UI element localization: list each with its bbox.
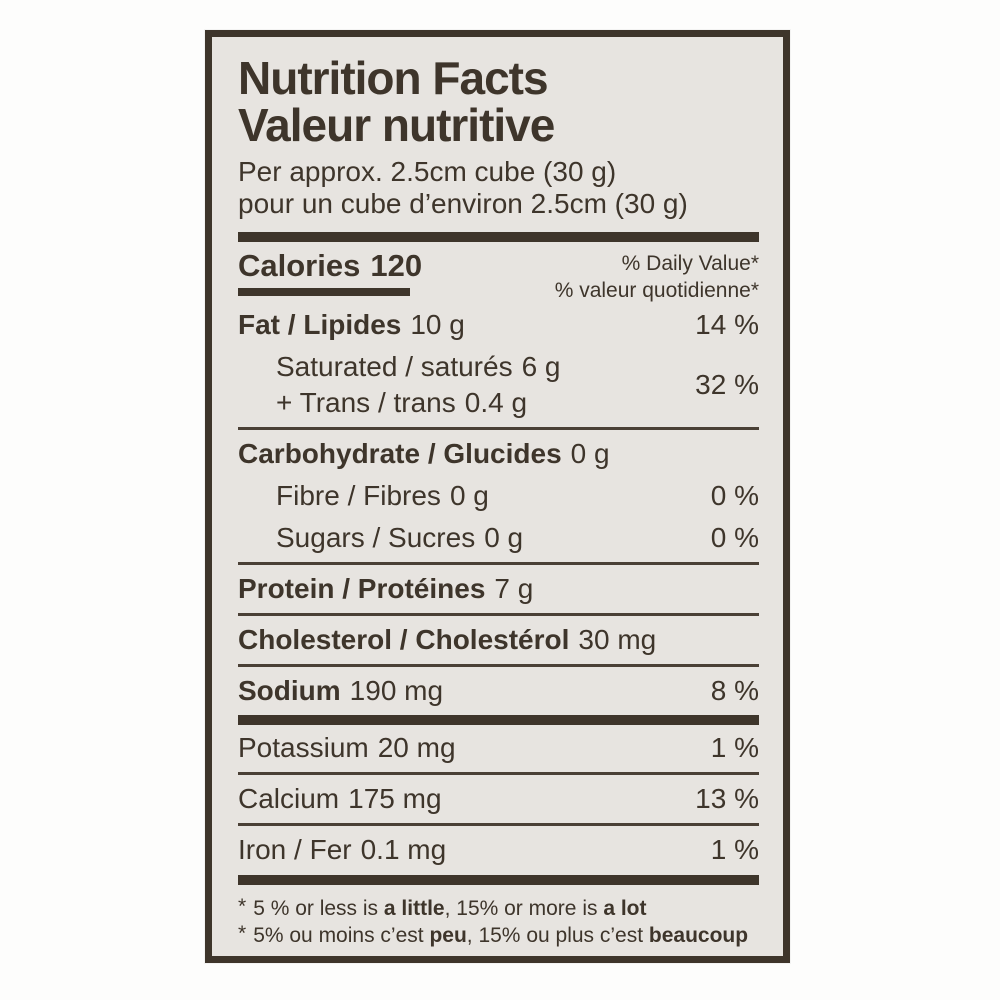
calories-underline [238, 288, 410, 296]
sodium-name: Sodium 190 mg [238, 674, 443, 708]
row-sugars: Sugars / Sucres 0 g 0 % [238, 517, 759, 559]
calories-section: Calories 120 % Daily Value* % valeur quot… [238, 248, 759, 304]
nutrition-facts-label: Nutrition Facts Valeur nutritive Per app… [205, 30, 790, 963]
potassium-label: Potassium [238, 732, 369, 763]
protein-amount: 7 g [494, 573, 534, 604]
cholesterol-name: Cholesterol / Cholestérol 30 mg [238, 623, 656, 657]
sugars-amount: 0 g [484, 522, 524, 553]
fibre-daily-value: 0 % [710, 480, 759, 511]
fibre-amount: 0 g [449, 480, 489, 511]
thin-separator [238, 772, 759, 775]
footnote-en-text-1: 5 % or less is [253, 897, 384, 920]
sugars-daily-value: 0 % [710, 522, 759, 553]
row-potassium: Potassium 20 mg 1 % [238, 727, 759, 769]
footnote-french: * 5% ou moins c’est peu, 15% ou plus c’es… [238, 922, 759, 949]
trans-line: + Trans / trans 0.4 g [238, 385, 561, 421]
thin-separator [238, 664, 759, 667]
row-calcium: Calcium 175 mg 13 % [238, 778, 759, 820]
fat-label: Fat / Lipides [238, 309, 402, 340]
sugars-name: Sugars / Sucres 0 g [238, 521, 523, 555]
protein-label: Protein / Protéines [238, 573, 486, 604]
row-protein: Protein / Protéines 7 g [238, 568, 759, 610]
calories-value: 120 [370, 248, 423, 283]
row-cholesterol: Cholesterol / Cholestérol 30 mg [238, 619, 759, 661]
sodium-daily-value: 8 % [710, 675, 759, 706]
daily-value-header-english: % Daily Value* [621, 252, 759, 275]
asterisk: * [238, 895, 247, 918]
potassium-name: Potassium 20 mg [238, 731, 456, 765]
sodium-amount: 190 mg [349, 675, 444, 706]
row-saturated-trans: Saturated / saturés 6 g + Trans / trans 0.… [238, 346, 759, 424]
saturated-trans-daily-value: 32 % [695, 369, 759, 400]
iron-label: Iron / Fer [238, 834, 352, 865]
fat-daily-value: 14 % [695, 309, 759, 340]
potassium-daily-value: 1 % [710, 732, 759, 763]
calcium-label: Calcium [238, 783, 340, 814]
carbohydrate-label: Carbohydrate / Glucides [238, 438, 562, 469]
footnote-fr-text-2: , 15% ou plus c’est [466, 924, 649, 947]
sugars-label: Sugars / Sucres [276, 522, 476, 553]
thick-separator-middle [238, 715, 759, 725]
footnote-en-bold-2: a lot [603, 897, 647, 920]
thick-separator-top [238, 232, 759, 242]
saturated-amount: 6 g [521, 351, 561, 382]
asterisk: * [238, 922, 247, 945]
iron-amount: 0.1 mg [360, 834, 447, 865]
thin-separator [238, 562, 759, 565]
saturated-line: Saturated / saturés 6 g [238, 349, 561, 385]
thick-separator-bottom [238, 875, 759, 885]
calcium-name: Calcium 175 mg [238, 782, 442, 816]
thin-separator [238, 427, 759, 430]
calories-label: Calories [238, 248, 361, 283]
thin-separator [238, 613, 759, 616]
thin-separator [238, 823, 759, 826]
saturated-trans-names: Saturated / saturés 6 g + Trans / trans 0.… [238, 349, 561, 421]
trans-amount: 0.4 g [464, 387, 528, 418]
protein-name: Protein / Protéines 7 g [238, 572, 533, 606]
footnote-fr-bold-1: peu [429, 924, 467, 947]
sodium-label: Sodium [238, 675, 341, 706]
row-sodium: Sodium 190 mg 8 % [238, 670, 759, 712]
trans-label: + Trans / trans [276, 387, 456, 418]
fibre-label: Fibre / Fibres [276, 480, 441, 511]
iron-name: Iron / Fer 0.1 mg [238, 833, 446, 867]
title-english: Nutrition Facts [238, 52, 549, 104]
calories-row: Calories 120 [238, 248, 422, 284]
potassium-amount: 20 mg [377, 732, 456, 763]
daily-value-header-french: % valeur quotidienne* [554, 279, 759, 302]
serving-size-english: Per approx. 2.5cm cube (30 g) [238, 156, 617, 187]
carbohydrate-name: Carbohydrate / Glucides 0 g [238, 437, 610, 471]
row-iron: Iron / Fer 0.1 mg 1 % [238, 829, 759, 871]
saturated-label: Saturated / saturés [276, 351, 513, 382]
footnote-en-bold-1: a little [383, 897, 445, 920]
fat-name: Fat / Lipides 10 g [238, 308, 465, 342]
cholesterol-label: Cholesterol / Cholestérol [238, 624, 570, 655]
calcium-daily-value: 13 % [695, 783, 759, 814]
calcium-amount: 175 mg [348, 783, 442, 814]
cholesterol-amount: 30 mg [578, 624, 657, 655]
serving-size-french: pour un cube d’environ 2.5cm (30 g) [238, 188, 688, 219]
fat-amount: 10 g [410, 309, 465, 340]
calories-block: Calories 120 [238, 248, 422, 304]
iron-daily-value: 1 % [710, 834, 759, 865]
row-fibre: Fibre / Fibres 0 g 0 % [238, 475, 759, 517]
daily-value-header: % Daily Value* % valeur quotidienne* [555, 250, 759, 304]
carbohydrate-amount: 0 g [570, 438, 610, 469]
row-fat: Fat / Lipides 10 g 14 % [238, 304, 759, 346]
row-carbohydrate: Carbohydrate / Glucides 0 g [238, 433, 759, 475]
fibre-name: Fibre / Fibres 0 g [238, 479, 489, 513]
footnote-fr-text-1: 5% ou moins c’est [253, 924, 430, 947]
footnote-english: * 5 % or less is a little, 15% or more is… [238, 895, 759, 922]
title-french: Valeur nutritive [238, 99, 555, 151]
footnote-fr-bold-2: beaucoup [648, 924, 749, 947]
footnote-en-text-2: , 15% or more is [444, 897, 604, 920]
